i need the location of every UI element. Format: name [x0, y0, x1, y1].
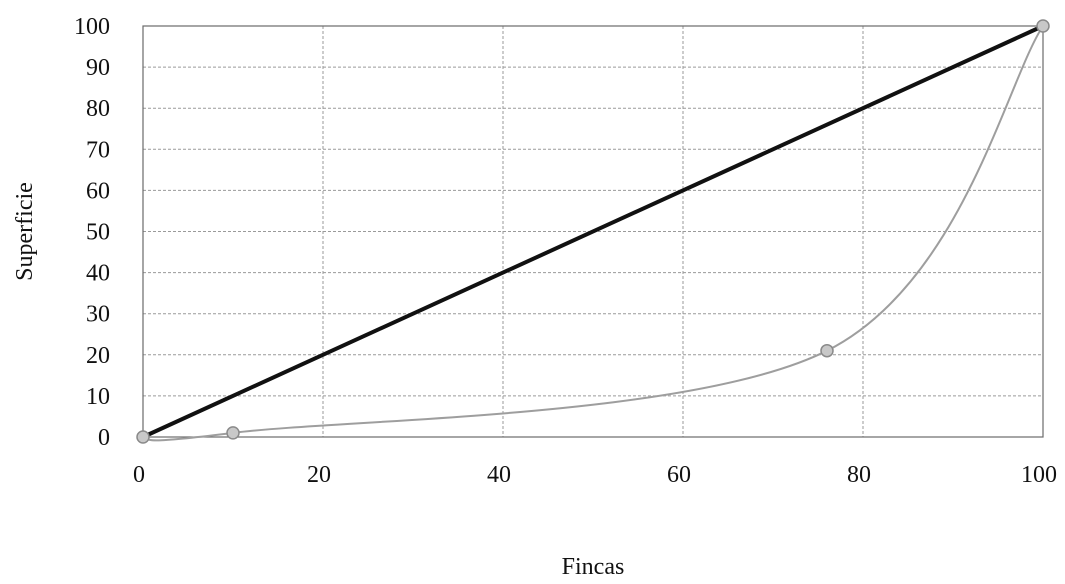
- y-axis-ticks: 0 10 20 30 40 50 60 70 80 90 100: [74, 14, 110, 451]
- series-line-1: [142, 25, 1044, 442]
- y-tick-label: 50: [86, 220, 110, 246]
- x-tick-label: 0: [133, 462, 145, 488]
- y-tick-label: 100: [74, 14, 110, 40]
- x-tick-label: 40: [487, 462, 511, 488]
- x-tick-label: 100: [1021, 462, 1057, 488]
- series-point: [226, 426, 240, 440]
- y-tick-label: 90: [86, 55, 110, 81]
- y-tick-label: 20: [86, 343, 110, 369]
- x-tick-label: 60: [667, 462, 691, 488]
- x-axis-ticks: 0 20 40 60 80 100: [133, 462, 1057, 488]
- y-tick-label: 10: [86, 384, 110, 410]
- y-axis-label: Superficie: [12, 182, 38, 281]
- x-tick-label: 20: [307, 462, 331, 488]
- y-tick-label: 0: [98, 425, 110, 451]
- series-layer: [136, 19, 1050, 444]
- series-point: [1036, 19, 1050, 33]
- y-tick-label: 70: [86, 137, 110, 163]
- y-tick-label: 40: [86, 261, 110, 287]
- x-axis-label: Fincas: [562, 554, 625, 580]
- series-point: [136, 430, 150, 444]
- x-tick-label: 80: [847, 462, 871, 488]
- y-tick-label: 60: [86, 178, 110, 204]
- series-line-0: [142, 24, 1044, 439]
- y-tick-label: 80: [86, 96, 110, 122]
- series-point: [820, 343, 834, 358]
- plot-frame: [142, 25, 1044, 438]
- y-tick-label: 30: [86, 302, 110, 328]
